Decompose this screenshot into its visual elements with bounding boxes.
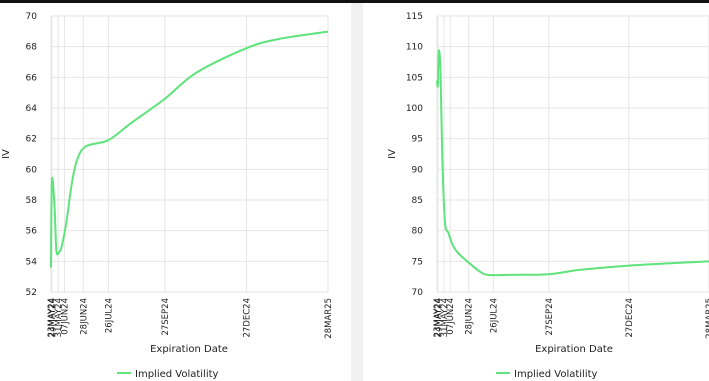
- y-tick-label: 105: [406, 73, 423, 83]
- iv-series-line: [436, 49, 709, 277]
- x-tick-label: 27DEC24: [242, 298, 252, 337]
- y-tick-label: 68: [26, 43, 38, 53]
- iv-chart-right: 70 75 80 85 90 95 100 105 110 115 23MAY2424MAY2431…: [387, 12, 709, 380]
- x-tick-label: 23MAY24: [47, 298, 57, 337]
- x-tick-label: 27DEC24: [625, 298, 635, 337]
- x-tick-label: 24MAY24: [48, 298, 58, 337]
- y-tick-label: 95: [412, 135, 423, 145]
- y-tick-label: 110: [406, 43, 423, 53]
- y-tick-label: 90: [412, 165, 424, 175]
- top-border: [0, 0, 709, 3]
- x-tick-label: 27SEP24: [545, 298, 555, 336]
- x-tick-label: 28MAR25: [324, 298, 334, 339]
- y-tick-label: 85: [412, 196, 423, 206]
- y-tick-label: 58: [26, 196, 38, 206]
- iv-series-line: [50, 30, 329, 268]
- y-tick-label: 52: [26, 288, 37, 298]
- y-tick-label: 80: [412, 227, 424, 237]
- y-tick-label: 56: [26, 227, 38, 237]
- x-tick-label: 31MAY24: [54, 298, 64, 337]
- y-tick-label: 64: [26, 104, 38, 114]
- iv-chart-left: 52 54 56 58 60 62 64 66 68 70 23MAY2424MAY2431MAY2…: [1, 12, 334, 380]
- y-tick-label: 66: [26, 73, 38, 83]
- x-tick-label: 26JUL24: [104, 298, 114, 333]
- x-tick-label: 07JUN24: [60, 298, 70, 335]
- legend-label: Implied Volatility: [514, 369, 598, 380]
- y-tick-label: 100: [406, 104, 423, 114]
- x-tick-label: 26JUL24: [489, 298, 499, 333]
- y-tick-label: 62: [26, 135, 37, 145]
- x-tick-label: 07JUN24: [446, 298, 456, 335]
- x-tick-label: 31MAY24: [440, 298, 450, 337]
- y-axis-title: IV: [387, 149, 398, 159]
- y-tick-label: 70: [26, 12, 38, 22]
- legend-label: Implied Volatility: [135, 369, 219, 380]
- x-tick-label: 28MAR25: [705, 298, 709, 339]
- y-tick-label: 54: [26, 257, 38, 267]
- y-tick-label: 60: [26, 165, 38, 175]
- x-axis-title: Expiration Date: [150, 344, 228, 355]
- x-tick-label: 24MAY24: [434, 298, 444, 337]
- panel-divider: [351, 3, 363, 381]
- x-tick-label: 28JUN24: [79, 298, 89, 335]
- y-axis-title: IV: [1, 149, 12, 159]
- y-tick-label: 115: [406, 12, 423, 22]
- x-tick-label: 28JUN24: [465, 298, 475, 335]
- x-tick-label: 27SEP24: [161, 298, 171, 336]
- y-tick-label: 70: [412, 288, 424, 298]
- y-tick-label: 75: [412, 257, 423, 267]
- x-tick-label: 23MAY24: [433, 298, 443, 337]
- x-axis-title: Expiration Date: [535, 344, 613, 355]
